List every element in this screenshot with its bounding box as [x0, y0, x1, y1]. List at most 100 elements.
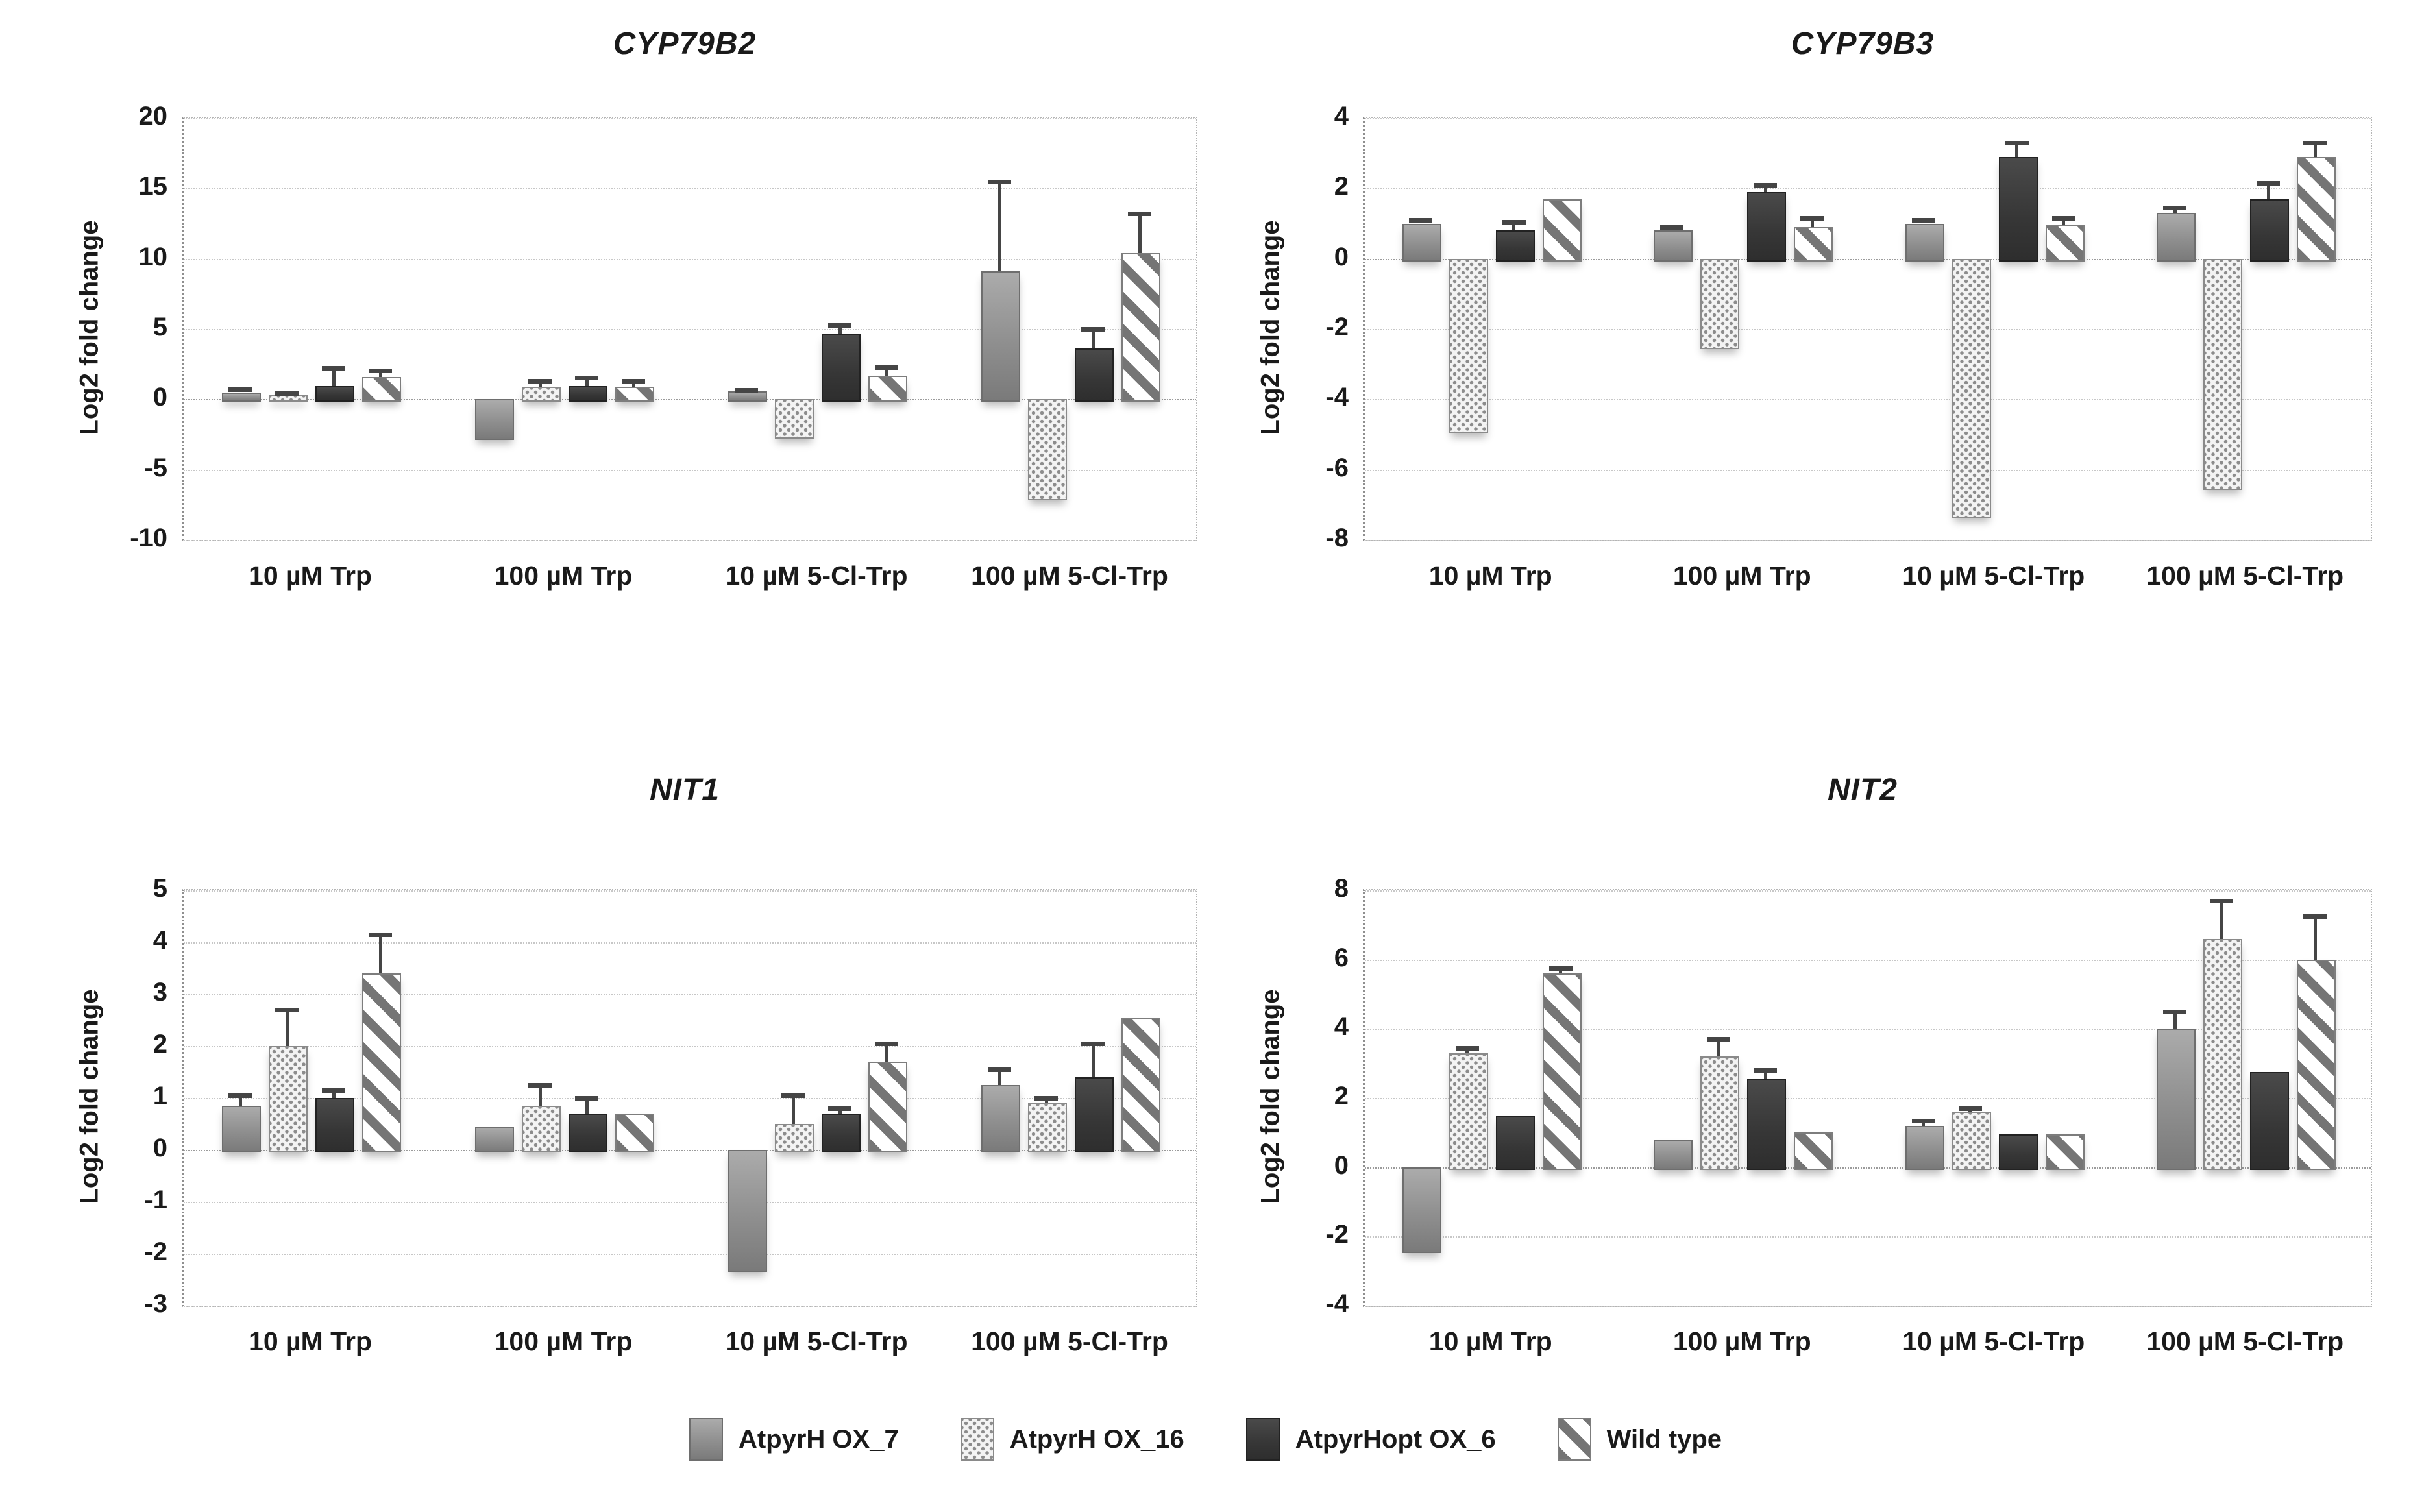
gridline: [1365, 188, 2371, 190]
legend-item-atpyrhopt-ox6: AtpyrHopt OX_6: [1245, 1418, 1496, 1461]
y-tick-label: 1: [153, 1082, 167, 1110]
y-tick-label: 0: [1334, 1151, 1349, 1180]
bar-atpyrh-ox-7: [1654, 1140, 1693, 1170]
x-category-label: 100 µM Trp: [494, 561, 633, 591]
gridline: [184, 1254, 1196, 1255]
error-bar-cap: [2303, 140, 2327, 145]
y-tick-label: 8: [1334, 874, 1349, 903]
error-bar-cap: [228, 387, 252, 393]
gridline: [1365, 329, 2371, 330]
gridline: [184, 994, 1196, 995]
error-bar-cap: [2051, 216, 2075, 221]
chart-panel-nit1: NIT1 Log2 fold change 5 4 3 2 1 0 -1 -2 -3 10 µM …: [52, 753, 1220, 1441]
bar-atpyrh-ox-16: [1449, 258, 1488, 434]
bar-atpyrh-ox-7: [1905, 1125, 1944, 1170]
error-bar-cap: [1707, 1037, 1731, 1042]
error-bar-cap: [1958, 1106, 1982, 1111]
chart-panel-nit2: NIT2 Log2 fold change 8 6 4 2 0 -2 -4 10 µM Trp…: [1233, 753, 2395, 1441]
error-bar-cap: [1754, 1068, 1778, 1073]
x-category-label: 10 µM Trp: [249, 1326, 372, 1356]
bar-atpyrhopt-ox-6: [2250, 199, 2290, 262]
error-bar-cap: [322, 1088, 345, 1093]
bar-atpyrhopt-ox-6: [1075, 348, 1114, 402]
error-bar-cap: [2303, 914, 2327, 919]
error-bar: [538, 381, 542, 387]
bar-atpyrh-ox-16: [522, 386, 561, 402]
y-tick-label: -1: [144, 1186, 167, 1214]
error-bar: [885, 367, 888, 376]
y-tick-label: -3: [144, 1289, 167, 1318]
x-category-label: 100 µM 5-Cl-Trp: [971, 1326, 1168, 1356]
y-tick-label: 15: [138, 172, 168, 201]
error-bar: [1559, 968, 1563, 973]
error-bar-cap: [275, 391, 299, 396]
legend-item-atpyrh-ox7: AtpyrH OX_7: [689, 1418, 899, 1461]
bar-wild-type: [2297, 959, 2336, 1170]
error-bar: [332, 367, 336, 386]
legend-label: AtpyrH OX_16: [1009, 1424, 1184, 1454]
bar-atpyrhopt-ox-6: [315, 1098, 354, 1152]
bar-wild-type: [868, 1062, 907, 1152]
x-category-label: 100 µM Trp: [494, 1326, 633, 1356]
error-bar-cap: [575, 1096, 598, 1101]
bar-atpyrhopt-ox-6: [1998, 156, 2038, 262]
bar-atpyrh-ox-16: [1028, 1103, 1067, 1152]
y-tick-label: 6: [1334, 943, 1349, 972]
error-bar: [631, 381, 635, 387]
gridline: [1365, 118, 2371, 119]
gridline: [1365, 1236, 2371, 1238]
bar-atpyrh-ox-16: [775, 1124, 814, 1152]
x-category-label: 100 µM Trp: [1672, 1326, 1811, 1356]
gridline: [184, 188, 1196, 190]
error-bar: [285, 1010, 289, 1046]
legend-swatch-dots-icon: [960, 1418, 994, 1461]
gridline: [1365, 1306, 2371, 1307]
bar-atpyrh-ox-7: [2157, 213, 2196, 262]
bar-atpyrh-ox-16: [1449, 1053, 1488, 1170]
error-bar: [2313, 916, 2317, 960]
bar-atpyrh-ox-7: [222, 1106, 261, 1152]
error-bar: [2173, 208, 2177, 213]
bar-atpyrh-ox-16: [1700, 258, 1740, 350]
y-tick-label: 4: [1334, 1012, 1349, 1042]
bar-wild-type: [615, 1114, 654, 1152]
error-bar-cap: [1128, 212, 1151, 217]
y-tick-label: 10: [138, 242, 168, 271]
chart-title-nit1: NIT1: [649, 773, 720, 807]
error-bar: [838, 1108, 842, 1114]
error-bar-cap: [1754, 182, 1778, 188]
gridline: [184, 118, 1196, 119]
legend-swatch-solid-icon: [689, 1418, 723, 1461]
error-bar: [1512, 221, 1516, 231]
error-bar: [1763, 184, 1767, 192]
bar-atpyrh-ox-7: [981, 1085, 1020, 1152]
bar-atpyrh-ox-16: [269, 1046, 308, 1152]
error-bar-cap: [875, 365, 898, 370]
legend: AtpyrH OX_7 AtpyrH OX_16 AtpyrHopt OX_6 …: [0, 1418, 2411, 1461]
bar-atpyrh-ox-7: [1402, 1167, 1441, 1253]
x-category-label: 10 µM 5-Cl-Trp: [1902, 561, 2085, 591]
gridline: [1365, 1098, 2371, 1099]
bar-atpyrhopt-ox-6: [1747, 1079, 1787, 1170]
bar-atpyrh-ox-16: [2203, 258, 2243, 490]
error-bar: [997, 1069, 1001, 1085]
y-tick-label: 2: [153, 1030, 167, 1058]
error-bar: [838, 324, 842, 334]
error-bar-cap: [828, 1106, 851, 1111]
error-bar-cap: [2163, 1009, 2187, 1014]
error-bar: [538, 1085, 542, 1106]
error-bar-cap: [369, 368, 392, 373]
y-tick-label: 0: [153, 383, 167, 412]
bar-wild-type: [2045, 225, 2085, 262]
error-bar-cap: [2005, 140, 2029, 145]
x-category-label: 100 µM 5-Cl-Trp: [2146, 561, 2344, 591]
error-bar-cap: [1911, 218, 1935, 223]
y-tick-label: 4: [153, 926, 167, 955]
error-bar: [378, 370, 382, 377]
bar-wild-type: [1121, 1018, 1160, 1152]
gridline: [184, 1202, 1196, 1203]
gridline: [184, 399, 1196, 401]
error-bar: [1810, 218, 1814, 227]
x-category-label: 100 µM Trp: [1672, 561, 1811, 591]
